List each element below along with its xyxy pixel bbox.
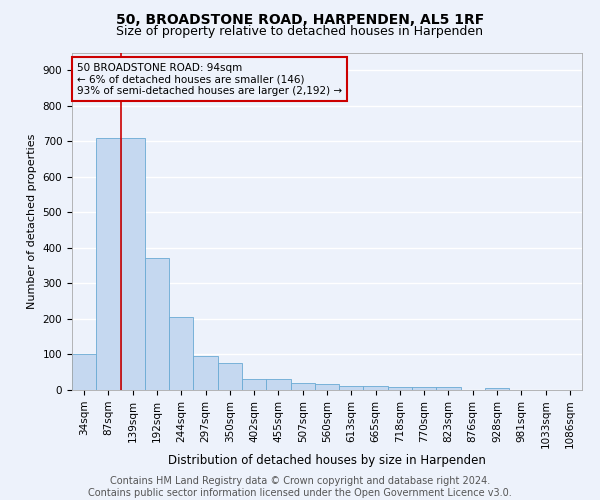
Bar bbox=[169, 317, 193, 390]
Bar bbox=[145, 258, 169, 390]
Y-axis label: Number of detached properties: Number of detached properties bbox=[27, 134, 37, 309]
Bar bbox=[242, 380, 266, 390]
Bar bbox=[315, 384, 339, 390]
Bar bbox=[290, 383, 315, 390]
Text: Contains HM Land Registry data © Crown copyright and database right 2024.
Contai: Contains HM Land Registry data © Crown c… bbox=[88, 476, 512, 498]
Bar bbox=[388, 387, 412, 390]
Bar bbox=[193, 356, 218, 390]
Bar bbox=[339, 386, 364, 390]
Bar bbox=[436, 387, 461, 390]
Bar bbox=[121, 138, 145, 390]
Text: 50, BROADSTONE ROAD, HARPENDEN, AL5 1RF: 50, BROADSTONE ROAD, HARPENDEN, AL5 1RF bbox=[116, 12, 484, 26]
Bar bbox=[364, 386, 388, 390]
Bar bbox=[485, 388, 509, 390]
Bar bbox=[96, 138, 121, 390]
Bar bbox=[218, 364, 242, 390]
Bar bbox=[72, 354, 96, 390]
Bar bbox=[412, 387, 436, 390]
X-axis label: Distribution of detached houses by size in Harpenden: Distribution of detached houses by size … bbox=[168, 454, 486, 467]
Text: Size of property relative to detached houses in Harpenden: Size of property relative to detached ho… bbox=[116, 25, 484, 38]
Text: 50 BROADSTONE ROAD: 94sqm
← 6% of detached houses are smaller (146)
93% of semi-: 50 BROADSTONE ROAD: 94sqm ← 6% of detach… bbox=[77, 62, 342, 96]
Bar bbox=[266, 378, 290, 390]
